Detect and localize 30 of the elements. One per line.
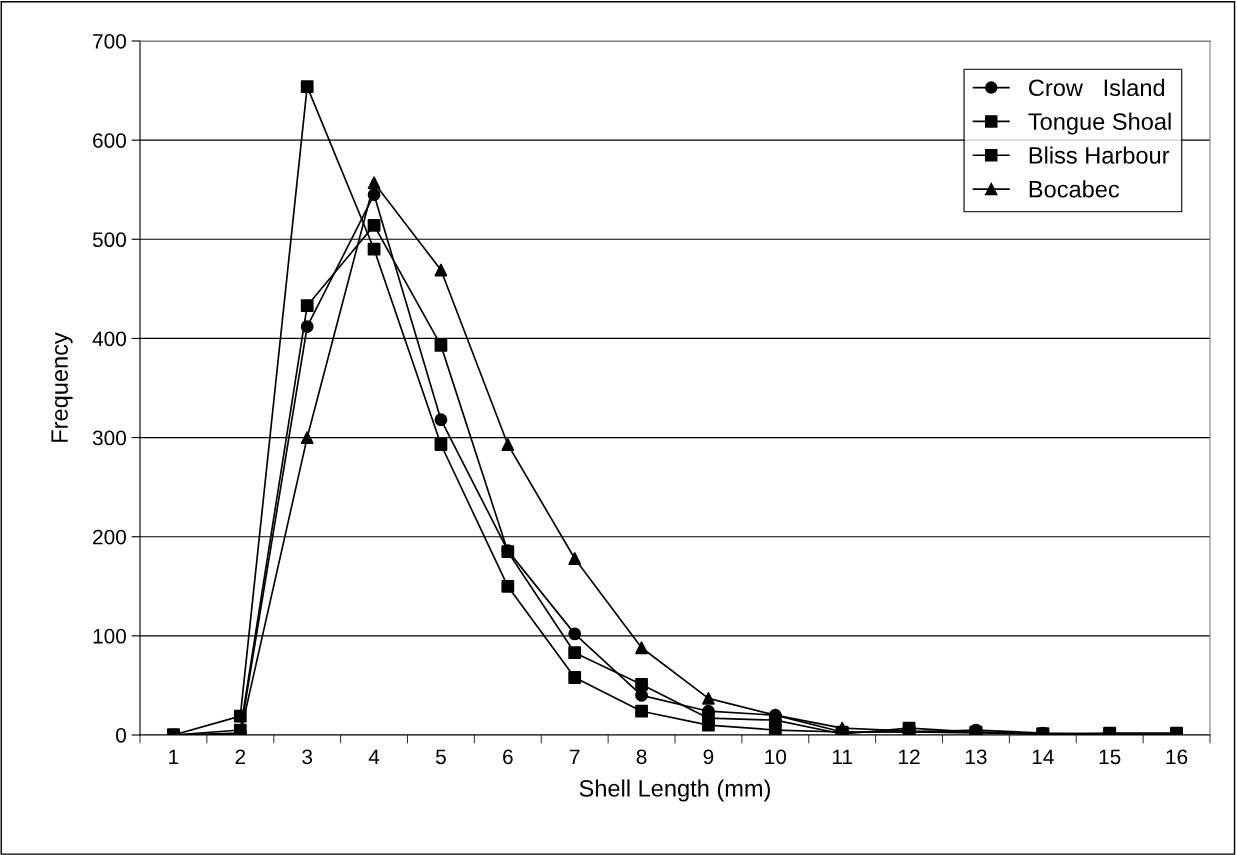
x-tick-label: 14: [1032, 749, 1054, 764]
x-tick-label: 13: [965, 749, 987, 765]
legend-label: Crow Island: [1029, 78, 1165, 97]
x-axis-title: Shell Length (mm): [579, 779, 770, 802]
x-tick-label: 8: [636, 749, 647, 765]
x-tick-label: 6: [503, 749, 513, 765]
x-tick-label: 16: [1166, 749, 1188, 765]
x-tick-label: 5: [435, 749, 446, 765]
x-tick-label: 15: [1099, 749, 1121, 765]
y-tick-label: 400: [92, 331, 126, 347]
y-axis-title: Frequency: [51, 332, 73, 442]
legend-label: Bocabec: [1029, 180, 1120, 198]
y-tick-label: 700: [93, 34, 126, 49]
legend-label: Bliss Harbour: [1029, 146, 1170, 164]
x-tick-label: 7: [569, 749, 580, 764]
x-tick-label: 1: [169, 749, 179, 764]
x-tick-label: 2: [235, 749, 246, 764]
y-tick-label: 500: [92, 232, 126, 248]
legend-label: Tongue Shoal: [1028, 112, 1171, 135]
x-tick-label: 3: [302, 749, 313, 765]
y-tick-label: 600: [93, 133, 126, 148]
x-tick-label: 10: [765, 749, 787, 765]
x-tick-label: 12: [899, 749, 920, 764]
y-tick-label: 300: [92, 430, 126, 446]
x-tick-label: 11: [832, 749, 852, 764]
x-tick-label: 4: [368, 749, 380, 764]
y-tick-label: 0: [116, 728, 126, 743]
x-tick-label: 9: [703, 749, 714, 765]
y-tick-label: 200: [93, 529, 126, 545]
y-tick-label: 100: [93, 628, 126, 644]
